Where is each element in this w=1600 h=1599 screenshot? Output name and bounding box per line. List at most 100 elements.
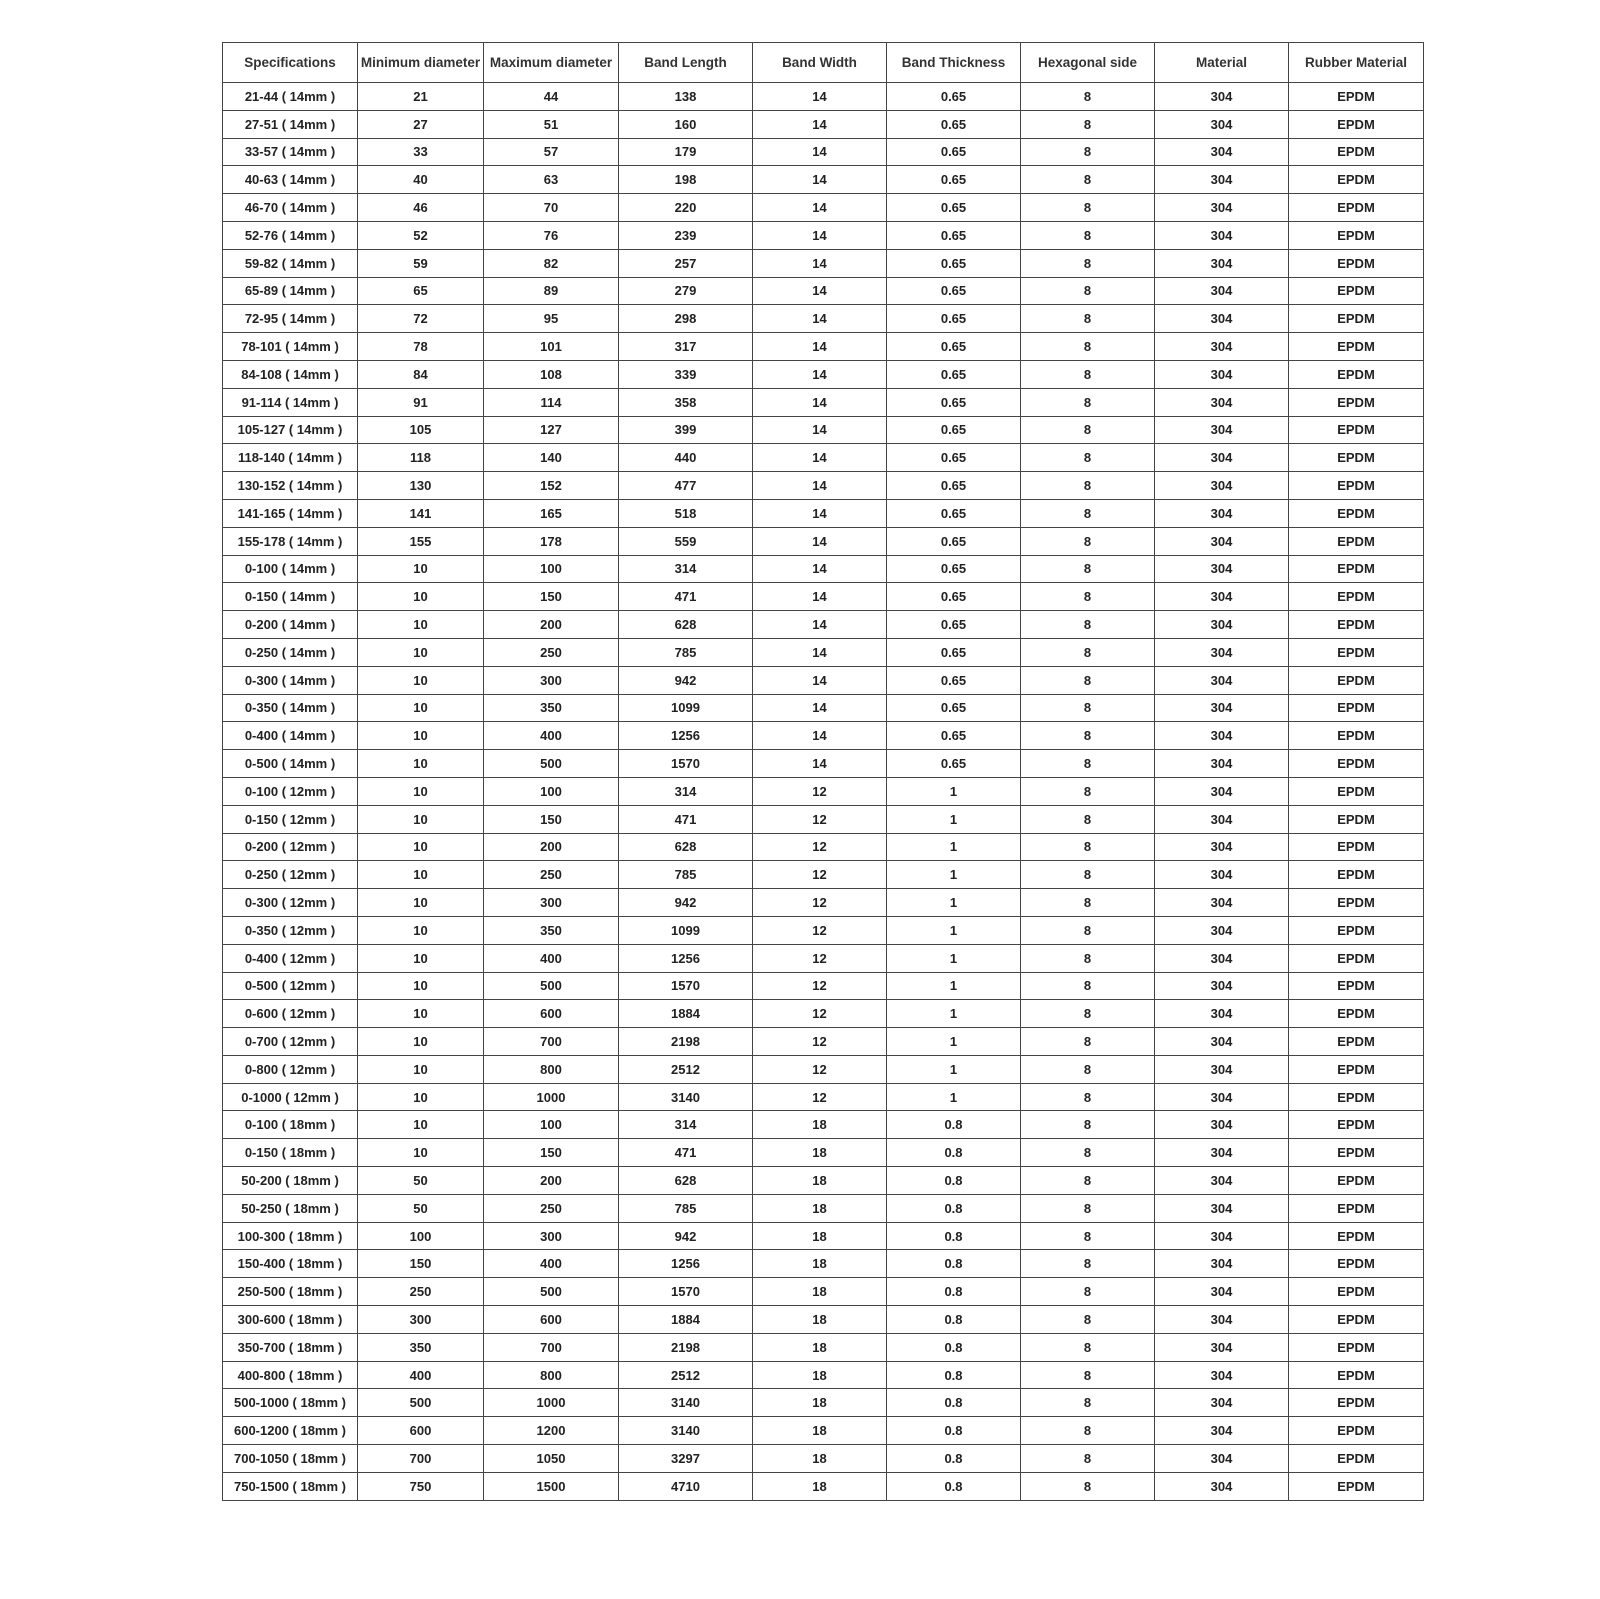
table-cell: 942 (618, 665, 753, 695)
table-cell: 700-1050 ( 18mm ) (222, 1444, 358, 1473)
table-cell: 8 (1020, 387, 1155, 417)
table-cell: 0-350 ( 12mm ) (222, 915, 358, 945)
table-cell: 150 (483, 1138, 619, 1168)
table-row: 0-350 ( 14mm ) 10 350 1099 14 0.65 8 304 EPDM (222, 693, 1424, 723)
table-cell: 0.65 (886, 82, 1021, 111)
table-cell: 150 (483, 582, 619, 612)
table-cell: 350 (357, 1332, 484, 1362)
table-cell: EPDM (1288, 1305, 1424, 1334)
table-cell: 304 (1154, 1388, 1289, 1418)
table-cell: 108 (483, 359, 619, 389)
table-cell: 304 (1154, 415, 1289, 445)
table-cell: 0-400 ( 14mm ) (222, 721, 358, 751)
table-cell: 0.65 (886, 471, 1021, 500)
table-cell: 14 (752, 749, 887, 778)
table-cell: 304 (1154, 109, 1289, 139)
table-cell: 0.8 (886, 1249, 1021, 1279)
table-cell: 0.8 (886, 1166, 1021, 1195)
table-cell: 0-200 ( 14mm ) (222, 610, 358, 639)
table-cell: 8 (1020, 1471, 1155, 1501)
table-cell: 471 (618, 1138, 753, 1168)
table-cell: 0-300 ( 12mm ) (222, 888, 358, 917)
table-cell: EPDM (1288, 749, 1424, 778)
table-row: 350-700 ( 18mm ) 350 700 2198 18 0.8 8 304 EPDM (222, 1332, 1424, 1362)
table-cell: 101 (483, 332, 619, 361)
table-cell: EPDM (1288, 860, 1424, 890)
table-cell: 304 (1154, 637, 1289, 667)
column-header: Band Thickness (886, 42, 1021, 83)
table-cell: 500 (483, 1277, 619, 1307)
table-cell: 21-44 ( 14mm ) (222, 82, 358, 111)
table-cell: 0.65 (886, 415, 1021, 445)
table-cell: 10 (357, 665, 484, 695)
table-cell: 10 (357, 999, 484, 1029)
table-cell: 400 (483, 1249, 619, 1279)
table-cell: EPDM (1288, 276, 1424, 306)
column-header: Hexagonal side (1020, 42, 1155, 83)
table-cell: 52 (357, 220, 484, 250)
table-cell: 0.8 (886, 1388, 1021, 1418)
table-cell: 304 (1154, 971, 1289, 1001)
table-cell: 304 (1154, 304, 1289, 334)
table-cell: 700 (483, 1027, 619, 1056)
table-cell: 0.65 (886, 248, 1021, 278)
table-cell: 800 (483, 1054, 619, 1084)
table-cell: EPDM (1288, 1166, 1424, 1195)
table-cell: 2198 (618, 1332, 753, 1362)
table-cell: 0.8 (886, 1110, 1021, 1140)
table-cell: 50-250 ( 18mm ) (222, 1193, 358, 1223)
table-cell: EPDM (1288, 1027, 1424, 1056)
table-cell: EPDM (1288, 971, 1424, 1001)
table-row: 130-152 ( 14mm ) 130 152 477 14 0.65 8 304 EPDM (222, 471, 1424, 500)
table-row: 46-70 ( 14mm ) 46 70 220 14 0.65 8 304 EPDM (222, 193, 1424, 222)
table-cell: 0-500 ( 12mm ) (222, 971, 358, 1001)
table-cell: EPDM (1288, 1054, 1424, 1084)
table-row: 105-127 ( 14mm ) 105 127 399 14 0.65 8 304 EPDM (222, 415, 1424, 445)
table-row: 155-178 ( 14mm ) 155 178 559 14 0.65 8 304 EPDM (222, 526, 1424, 556)
table-row: 0-100 ( 18mm ) 10 100 314 18 0.8 8 304 EPDM (222, 1110, 1424, 1140)
table-cell: 1 (886, 1027, 1021, 1056)
table-cell: 8 (1020, 359, 1155, 389)
table-cell: 304 (1154, 1332, 1289, 1362)
table-cell: 3140 (618, 1388, 753, 1418)
table-cell: 304 (1154, 693, 1289, 723)
table-cell: 785 (618, 860, 753, 890)
table-cell: 33-57 ( 14mm ) (222, 137, 358, 167)
table-cell: 18 (752, 1193, 887, 1223)
table-cell: 14 (752, 665, 887, 695)
table-cell: EPDM (1288, 693, 1424, 723)
table-cell: EPDM (1288, 665, 1424, 695)
table-cell: 100 (483, 776, 619, 806)
table-cell: 14 (752, 443, 887, 473)
table-cell: 3140 (618, 1416, 753, 1446)
table-cell: 700 (483, 1332, 619, 1362)
table-cell: 8 (1020, 193, 1155, 222)
table-cell: 82 (483, 248, 619, 278)
table-cell: 1 (886, 999, 1021, 1029)
table-cell: 0.65 (886, 554, 1021, 584)
table-cell: 8 (1020, 1221, 1155, 1251)
table-cell: 559 (618, 526, 753, 556)
table-cell: 8 (1020, 1277, 1155, 1307)
table-cell: 10 (357, 1082, 484, 1112)
table-cell: 0-100 ( 14mm ) (222, 554, 358, 584)
table-cell: 304 (1154, 665, 1289, 695)
table-cell: 0-150 ( 12mm ) (222, 804, 358, 834)
table-row: 500-1000 ( 18mm ) 500 1000 3140 18 0.8 8 304 EPD… (222, 1388, 1424, 1418)
table-cell: 1884 (618, 1305, 753, 1334)
table-cell: 304 (1154, 1027, 1289, 1056)
table-cell: 700 (357, 1444, 484, 1473)
table-cell: 1099 (618, 693, 753, 723)
table-cell: 304 (1154, 888, 1289, 917)
table-cell: 8 (1020, 220, 1155, 250)
table-cell: 12 (752, 888, 887, 917)
table-cell: 14 (752, 193, 887, 222)
table-cell: 140 (483, 443, 619, 473)
table-cell: EPDM (1288, 1444, 1424, 1473)
table-cell: 500 (483, 749, 619, 778)
table-cell: 304 (1154, 359, 1289, 389)
table-cell: 304 (1154, 1110, 1289, 1140)
table-cell: 8 (1020, 498, 1155, 528)
table-cell: 130 (357, 471, 484, 500)
table-cell: 70 (483, 193, 619, 222)
